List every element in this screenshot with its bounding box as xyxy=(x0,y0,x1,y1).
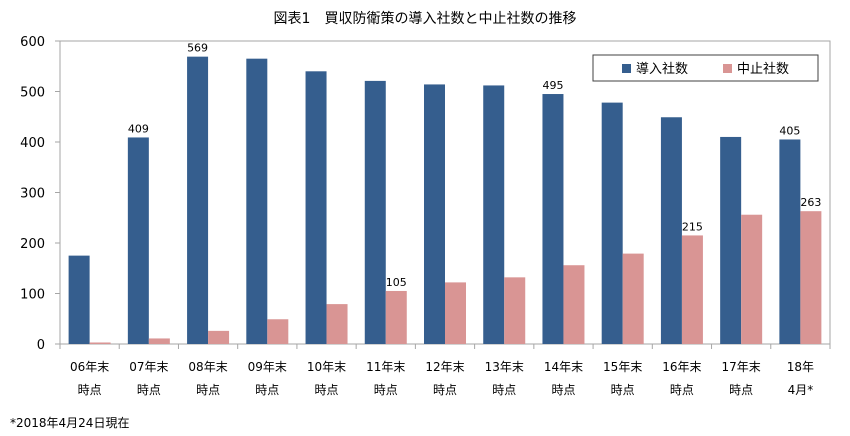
bar-discontinued xyxy=(800,211,822,344)
bar-discontinued xyxy=(741,214,763,344)
data-label: 495 xyxy=(542,79,563,92)
x-category-label: 07年末 xyxy=(129,360,168,374)
bar-introduced xyxy=(720,136,742,344)
legend-label: 中止社数 xyxy=(737,61,789,77)
x-category-label: 時点 xyxy=(255,383,279,397)
data-label: 569 xyxy=(187,42,208,55)
bar-discontinued xyxy=(504,277,526,344)
bar-introduced xyxy=(187,56,209,344)
x-category-label: 時点 xyxy=(137,383,161,397)
data-label: 215 xyxy=(682,220,703,233)
bar-discontinued xyxy=(267,319,289,344)
bar-introduced xyxy=(779,139,801,344)
x-category-label: 時点 xyxy=(78,383,102,397)
x-category-label: 時点 xyxy=(315,383,339,397)
x-category-label: 時点 xyxy=(492,383,516,397)
legend-swatch xyxy=(622,64,631,73)
bar-discontinued xyxy=(326,304,348,344)
x-category-label: 時点 xyxy=(433,383,457,397)
x-category-label: 15年末 xyxy=(603,360,642,374)
y-tick-label: 600 xyxy=(20,35,45,50)
x-category-label: 09年末 xyxy=(248,360,287,374)
footnote: *2018年4月24日現在 xyxy=(10,416,130,430)
bar-introduced xyxy=(424,84,445,345)
x-category-label: 08年末 xyxy=(188,360,227,374)
bar-introduced xyxy=(246,58,268,345)
x-category-label: 時点 xyxy=(670,383,694,397)
y-tick-label: 400 xyxy=(20,136,45,151)
y-tick-label: 200 xyxy=(20,237,45,252)
bar-discontinued xyxy=(681,235,703,344)
bar-introduced xyxy=(305,71,327,345)
bar-discontinued xyxy=(445,282,466,344)
x-category-label: 12年末 xyxy=(425,360,464,374)
bar-introduced xyxy=(660,117,682,344)
bar-introduced xyxy=(542,94,564,345)
x-category-label: 時点 xyxy=(551,383,575,397)
x-category-label: 時点 xyxy=(374,383,398,397)
x-category-label: 17年末 xyxy=(722,360,761,374)
chart-title: 図表1 買収防衛策の導入社数と中止社数の推移 xyxy=(273,11,577,27)
data-label: 263 xyxy=(800,196,821,209)
data-label: 105 xyxy=(386,276,407,289)
bar-introduced xyxy=(483,85,505,344)
x-category-label: 13年末 xyxy=(485,360,524,374)
data-label: 409 xyxy=(128,122,149,135)
x-category-label: 時点 xyxy=(729,383,753,397)
bar-introduced xyxy=(601,102,623,344)
data-label: 405 xyxy=(779,124,800,137)
bar-discontinued xyxy=(89,342,111,344)
x-category-label: 時点 xyxy=(611,383,635,397)
bar-discontinued xyxy=(563,265,585,344)
x-category-label: 4月* xyxy=(788,383,814,397)
legend-swatch xyxy=(723,64,732,73)
y-tick-label: 100 xyxy=(20,288,45,303)
x-category-label: 11年末 xyxy=(366,360,405,374)
bar-introduced xyxy=(364,80,386,345)
x-category-label: 10年末 xyxy=(307,360,346,374)
y-tick-label: 0 xyxy=(37,338,45,353)
bar-introduced xyxy=(127,137,149,344)
bar-discontinued xyxy=(148,338,170,344)
x-category-label: 18年 xyxy=(787,360,814,374)
bar-introduced xyxy=(68,255,90,344)
x-category-label: 時点 xyxy=(196,383,220,397)
bar-discontinued xyxy=(622,253,644,344)
bar-discontinued xyxy=(385,290,407,344)
y-tick-label: 500 xyxy=(20,86,45,101)
legend-label: 導入社数 xyxy=(636,61,688,77)
y-tick-label: 300 xyxy=(20,187,45,202)
x-category-label: 14年末 xyxy=(544,360,583,374)
x-category-label: 16年末 xyxy=(662,360,701,374)
bar-discontinued xyxy=(208,330,230,344)
x-category-label: 06年末 xyxy=(70,360,109,374)
